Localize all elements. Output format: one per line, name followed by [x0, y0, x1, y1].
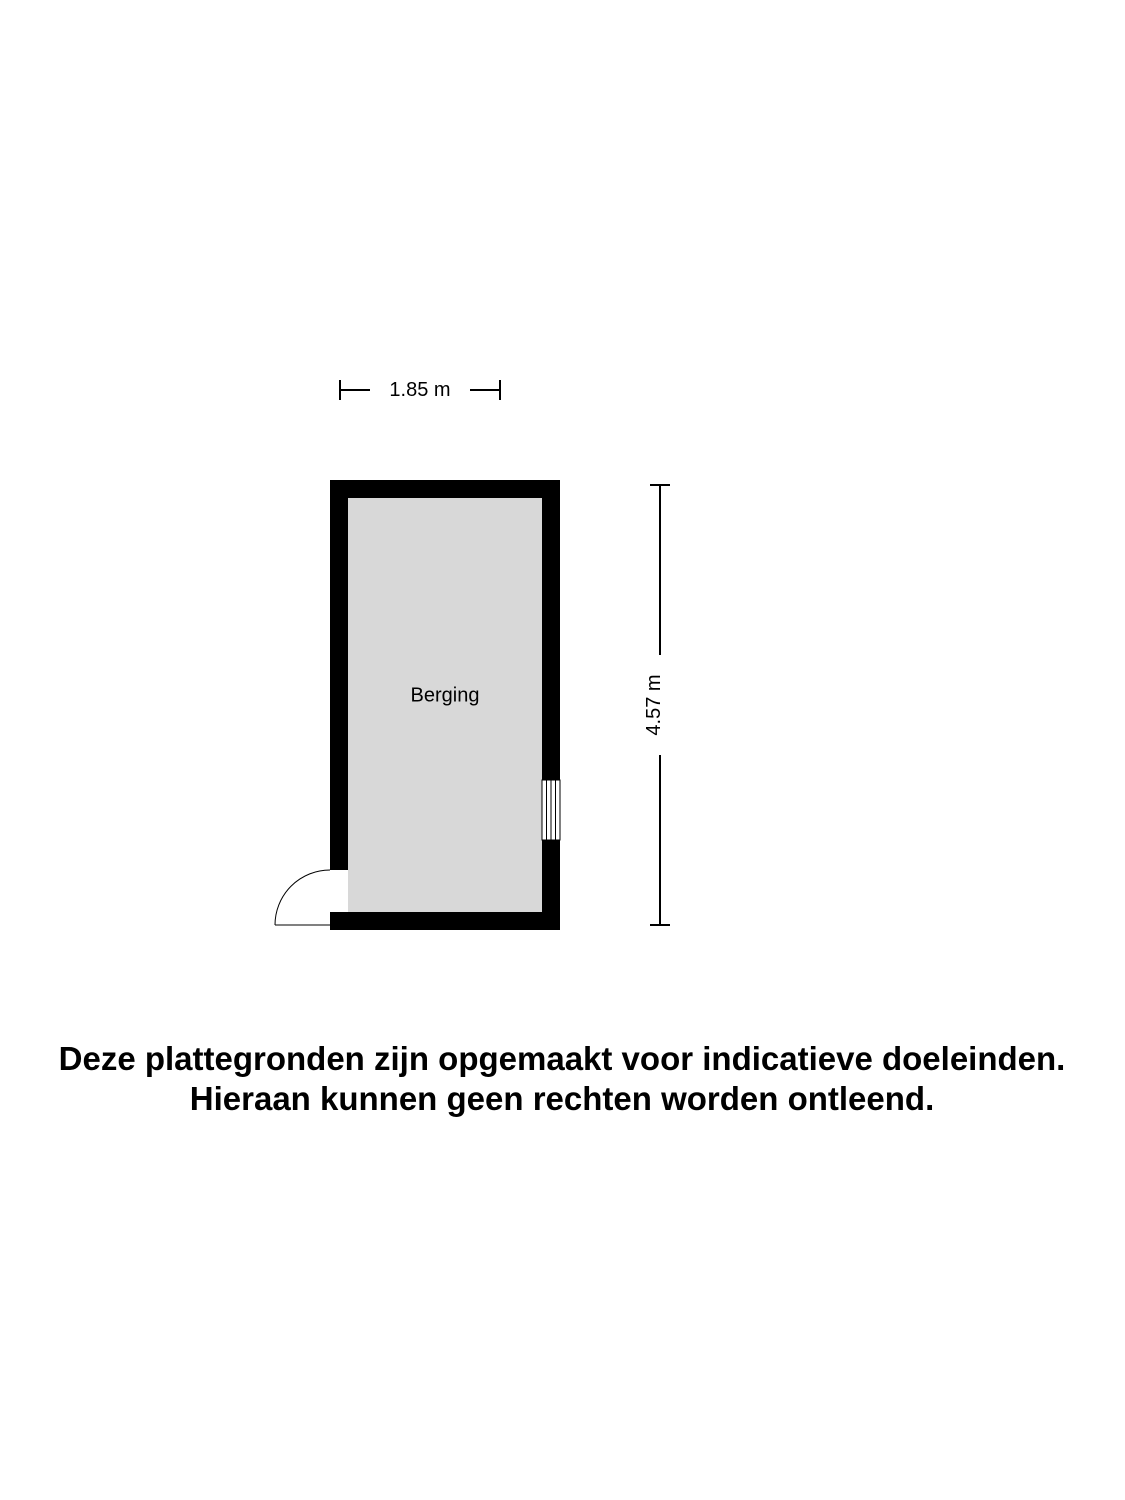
disclaimer-line2: Hieraan kunnen geen rechten worden ontle… — [190, 1080, 934, 1117]
window — [542, 780, 560, 840]
dimension-height-label: 4.57 m — [643, 674, 665, 735]
canvas-bg — [0, 0, 1125, 1500]
wall-bottom — [330, 912, 560, 930]
room-label: Berging — [411, 684, 480, 706]
disclaimer-line1: Deze plattegronden zijn opgemaakt voor i… — [59, 1040, 1066, 1077]
dimension-width-label: 1.85 m — [389, 379, 450, 401]
wall-right-upper — [542, 480, 560, 780]
wall-top — [330, 480, 560, 498]
wall-right-lower — [542, 840, 560, 930]
wall-left-lower — [330, 925, 348, 930]
wall-left-upper — [330, 480, 348, 870]
